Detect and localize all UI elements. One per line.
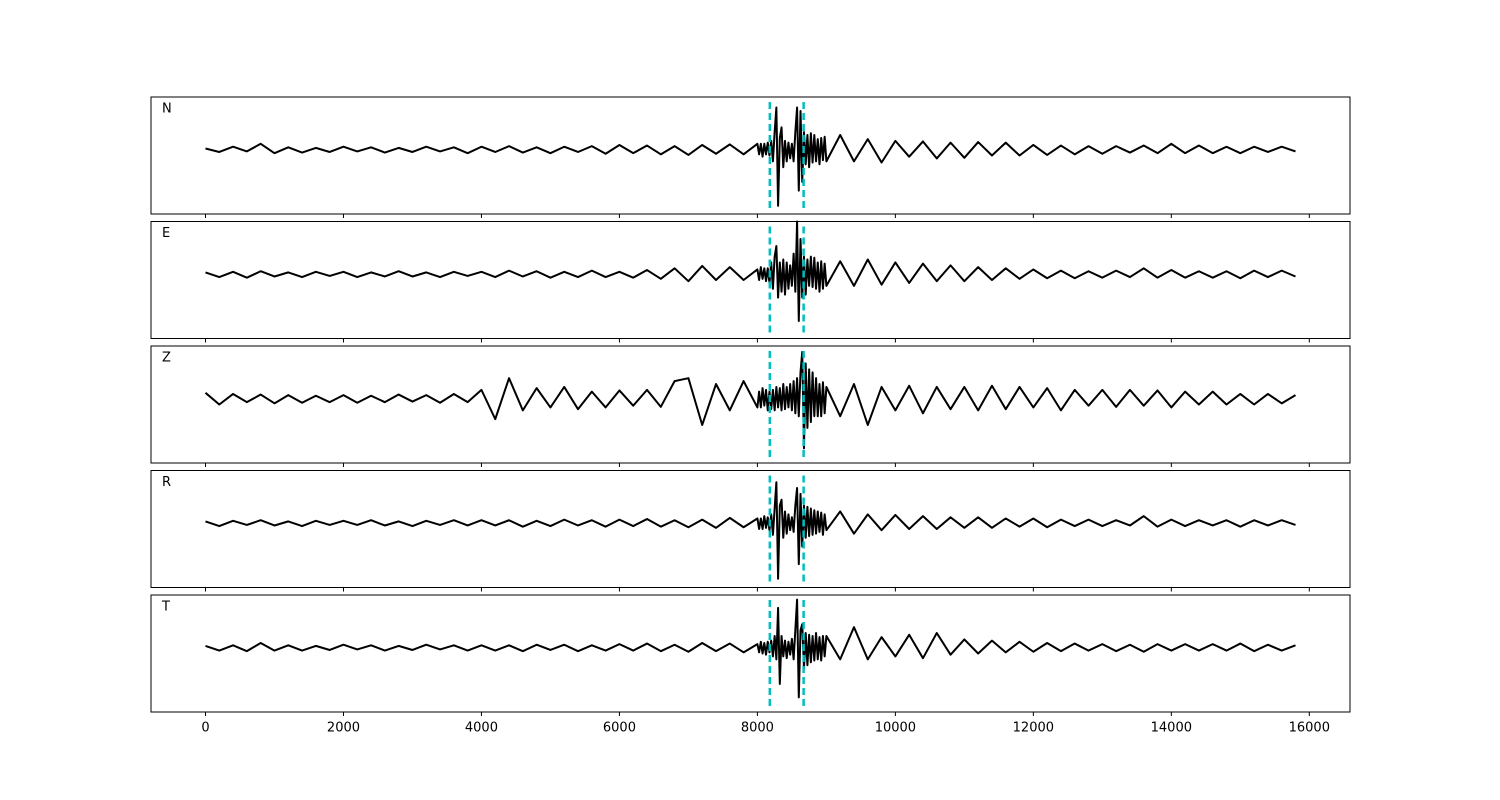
panel-label: Z [162, 351, 171, 366]
x-tick-label: 8000 [741, 721, 774, 736]
panel-frame [150, 594, 1351, 713]
panel-label: R [162, 475, 171, 490]
x-tick-label: 4000 [465, 721, 498, 736]
trace [204, 350, 1297, 450]
x-tick-label: 16000 [1289, 721, 1330, 736]
panel-label: T [161, 600, 170, 615]
panel-frame [150, 470, 1351, 588]
panel-label: E [162, 226, 170, 241]
panel-frame [150, 96, 1351, 215]
x-tick-label: 6000 [603, 721, 636, 736]
x-tick-label: 10000 [875, 721, 916, 736]
panel-frame [150, 221, 1351, 339]
x-tick-label: 14000 [1151, 721, 1192, 736]
x-tick-label: 12000 [1013, 721, 1054, 736]
trace [205, 598, 1296, 699]
trace [205, 106, 1296, 207]
panel-frame [150, 345, 1351, 464]
trace [205, 481, 1296, 580]
panel-label: N [162, 102, 172, 117]
x-tick-label: 0 [201, 721, 209, 736]
trace [205, 220, 1296, 322]
x-tick-label: 2000 [327, 721, 360, 736]
